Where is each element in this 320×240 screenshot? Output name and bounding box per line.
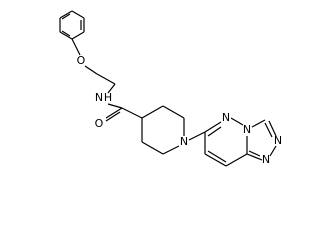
bond xyxy=(96,73,116,85)
atom-label: O xyxy=(95,117,104,130)
bond xyxy=(230,117,244,126)
molecule-diagram: O N H O N N N N N xyxy=(59,10,282,167)
bond xyxy=(84,65,98,75)
atom-label: H xyxy=(104,91,112,104)
bond xyxy=(251,119,266,128)
bond xyxy=(248,150,261,157)
bond xyxy=(188,131,206,141)
bond xyxy=(105,107,123,119)
bond xyxy=(71,38,81,56)
bond xyxy=(204,121,222,133)
bond xyxy=(207,126,222,137)
bond xyxy=(264,122,273,138)
bond xyxy=(61,13,71,20)
bond xyxy=(71,10,85,19)
atom-label: N xyxy=(95,91,103,104)
bond xyxy=(162,145,180,155)
bond xyxy=(207,150,227,163)
atom-labels: O N H O N N N N N xyxy=(77,54,282,166)
bond xyxy=(71,31,85,40)
bond xyxy=(162,105,185,119)
page: {"atoms": ["O", "N", "H", "O", "N", "N",… xyxy=(59,10,283,167)
bond xyxy=(59,31,73,40)
bond xyxy=(61,30,71,37)
bond xyxy=(59,10,73,19)
bond xyxy=(246,153,263,161)
bond xyxy=(107,83,116,94)
bond xyxy=(121,107,143,119)
bonds xyxy=(59,10,277,167)
atom-label: O xyxy=(77,54,86,67)
bond xyxy=(107,103,123,109)
bond xyxy=(225,153,248,167)
bond xyxy=(105,111,121,122)
bond xyxy=(269,145,277,157)
bond xyxy=(141,141,164,155)
bond xyxy=(141,105,164,119)
atom-label: N xyxy=(262,153,270,166)
bond xyxy=(268,120,277,137)
atom-label: N xyxy=(180,135,188,148)
bond xyxy=(204,153,227,167)
atom-label: N xyxy=(222,111,230,124)
atom-label: N xyxy=(274,134,282,147)
atom-label: N xyxy=(243,123,251,136)
